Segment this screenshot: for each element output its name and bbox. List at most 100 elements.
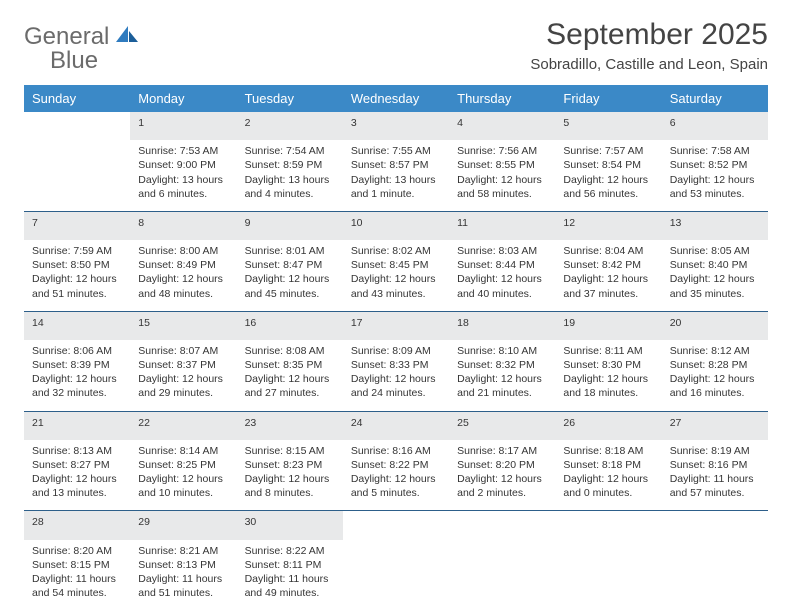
sunrise-text: Sunrise: 8:04 AM [563,244,653,258]
day-number-cell: 19 [555,311,661,340]
sunset-text: Sunset: 8:22 PM [351,458,441,472]
day-number-cell: 14 [24,311,130,340]
sunrise-text: Sunrise: 8:09 AM [351,344,441,358]
daylight-text: Daylight: 12 hours and 13 minutes. [32,472,122,500]
daylight-text: Daylight: 11 hours and 49 minutes. [245,572,335,600]
day-content-cell [24,140,130,211]
sunset-text: Sunset: 8:55 PM [457,158,547,172]
day-number-cell: 9 [237,211,343,240]
sunrise-text: Sunrise: 8:07 AM [138,344,228,358]
sunset-text: Sunset: 8:39 PM [32,358,122,372]
page-title: September 2025 [530,18,768,52]
daylight-text: Daylight: 12 hours and 58 minutes. [457,173,547,201]
day-number-cell: 26 [555,411,661,440]
day-content-cell: Sunrise: 8:17 AMSunset: 8:20 PMDaylight:… [449,440,555,511]
day-content-cell: Sunrise: 8:20 AMSunset: 8:15 PMDaylight:… [24,540,130,611]
day-number-cell [449,511,555,540]
weekday-header: Thursday [449,85,555,112]
daylight-text: Daylight: 12 hours and 53 minutes. [670,173,760,201]
page-header: General Blue September 2025 Sobradillo, … [24,18,768,73]
daylight-text: Daylight: 12 hours and 18 minutes. [563,372,653,400]
day-number-cell: 15 [130,311,236,340]
day-number-cell: 8 [130,211,236,240]
sunrise-text: Sunrise: 8:18 AM [563,444,653,458]
logo-word1: General [24,23,109,50]
day-content-cell: Sunrise: 8:02 AMSunset: 8:45 PMDaylight:… [343,240,449,311]
daylight-text: Daylight: 13 hours and 1 minute. [351,173,441,201]
sunrise-text: Sunrise: 8:19 AM [670,444,760,458]
weekday-header: Monday [130,85,236,112]
daylight-text: Daylight: 12 hours and 32 minutes. [32,372,122,400]
sunset-text: Sunset: 8:18 PM [563,458,653,472]
day-content-cell: Sunrise: 8:08 AMSunset: 8:35 PMDaylight:… [237,340,343,411]
sunrise-text: Sunrise: 7:59 AM [32,244,122,258]
sunrise-text: Sunrise: 8:05 AM [670,244,760,258]
day-content-cell: Sunrise: 7:57 AMSunset: 8:54 PMDaylight:… [555,140,661,211]
day-number-cell: 5 [555,112,661,140]
day-number-cell: 1 [130,112,236,140]
weekday-header: Wednesday [343,85,449,112]
day-content-cell: Sunrise: 8:12 AMSunset: 8:28 PMDaylight:… [662,340,768,411]
day-number-cell: 30 [237,511,343,540]
sunrise-text: Sunrise: 8:06 AM [32,344,122,358]
sunset-text: Sunset: 8:42 PM [563,258,653,272]
sunrise-text: Sunrise: 8:16 AM [351,444,441,458]
day-number-cell: 12 [555,211,661,240]
day-number-cell: 3 [343,112,449,140]
daylight-text: Daylight: 11 hours and 57 minutes. [670,472,760,500]
day-content-cell: Sunrise: 8:05 AMSunset: 8:40 PMDaylight:… [662,240,768,311]
sunset-text: Sunset: 8:54 PM [563,158,653,172]
day-content-cell: Sunrise: 8:07 AMSunset: 8:37 PMDaylight:… [130,340,236,411]
logo-sail-icon [116,26,138,49]
daynum-row: 282930 [24,511,768,540]
logo-word2: Blue [24,47,98,74]
sunset-text: Sunset: 8:27 PM [32,458,122,472]
daynum-row: 78910111213 [24,211,768,240]
daylight-text: Daylight: 12 hours and 51 minutes. [32,272,122,300]
daylight-text: Daylight: 12 hours and 5 minutes. [351,472,441,500]
daylight-text: Daylight: 12 hours and 56 minutes. [563,173,653,201]
daylight-text: Daylight: 12 hours and 48 minutes. [138,272,228,300]
daylight-text: Daylight: 12 hours and 29 minutes. [138,372,228,400]
day-content-cell: Sunrise: 8:09 AMSunset: 8:33 PMDaylight:… [343,340,449,411]
daylight-text: Daylight: 12 hours and 2 minutes. [457,472,547,500]
day-content-cell [449,540,555,611]
sunrise-text: Sunrise: 8:22 AM [245,544,335,558]
sunrise-text: Sunrise: 8:14 AM [138,444,228,458]
day-number-cell: 29 [130,511,236,540]
sunset-text: Sunset: 8:59 PM [245,158,335,172]
sunrise-text: Sunrise: 7:53 AM [138,144,228,158]
daylight-text: Daylight: 12 hours and 16 minutes. [670,372,760,400]
sunrise-text: Sunrise: 8:12 AM [670,344,760,358]
daynum-row: 21222324252627 [24,411,768,440]
sunset-text: Sunset: 8:47 PM [245,258,335,272]
daylight-text: Daylight: 13 hours and 4 minutes. [245,173,335,201]
sunrise-text: Sunrise: 8:02 AM [351,244,441,258]
day-content-cell: Sunrise: 8:15 AMSunset: 8:23 PMDaylight:… [237,440,343,511]
sunset-text: Sunset: 8:28 PM [670,358,760,372]
day-content-cell [662,540,768,611]
daylight-text: Daylight: 12 hours and 0 minutes. [563,472,653,500]
day-number-cell: 13 [662,211,768,240]
day-content-cell: Sunrise: 8:06 AMSunset: 8:39 PMDaylight:… [24,340,130,411]
day-content-cell: Sunrise: 8:16 AMSunset: 8:22 PMDaylight:… [343,440,449,511]
day-content-cell: Sunrise: 8:13 AMSunset: 8:27 PMDaylight:… [24,440,130,511]
day-content-cell: Sunrise: 8:19 AMSunset: 8:16 PMDaylight:… [662,440,768,511]
calendar-table: SundayMondayTuesdayWednesdayThursdayFrid… [24,85,768,610]
sunset-text: Sunset: 8:52 PM [670,158,760,172]
sunrise-text: Sunrise: 8:03 AM [457,244,547,258]
day-number-cell: 24 [343,411,449,440]
daylight-text: Daylight: 11 hours and 51 minutes. [138,572,228,600]
daylight-text: Daylight: 12 hours and 40 minutes. [457,272,547,300]
day-content-cell: Sunrise: 8:00 AMSunset: 8:49 PMDaylight:… [130,240,236,311]
sunset-text: Sunset: 8:20 PM [457,458,547,472]
daylight-text: Daylight: 12 hours and 45 minutes. [245,272,335,300]
content-row: Sunrise: 8:20 AMSunset: 8:15 PMDaylight:… [24,540,768,611]
daylight-text: Daylight: 12 hours and 35 minutes. [670,272,760,300]
day-number-cell: 21 [24,411,130,440]
sunset-text: Sunset: 8:15 PM [32,558,122,572]
sunrise-text: Sunrise: 7:56 AM [457,144,547,158]
day-number-cell: 6 [662,112,768,140]
day-content-cell: Sunrise: 7:55 AMSunset: 8:57 PMDaylight:… [343,140,449,211]
day-content-cell: Sunrise: 7:58 AMSunset: 8:52 PMDaylight:… [662,140,768,211]
